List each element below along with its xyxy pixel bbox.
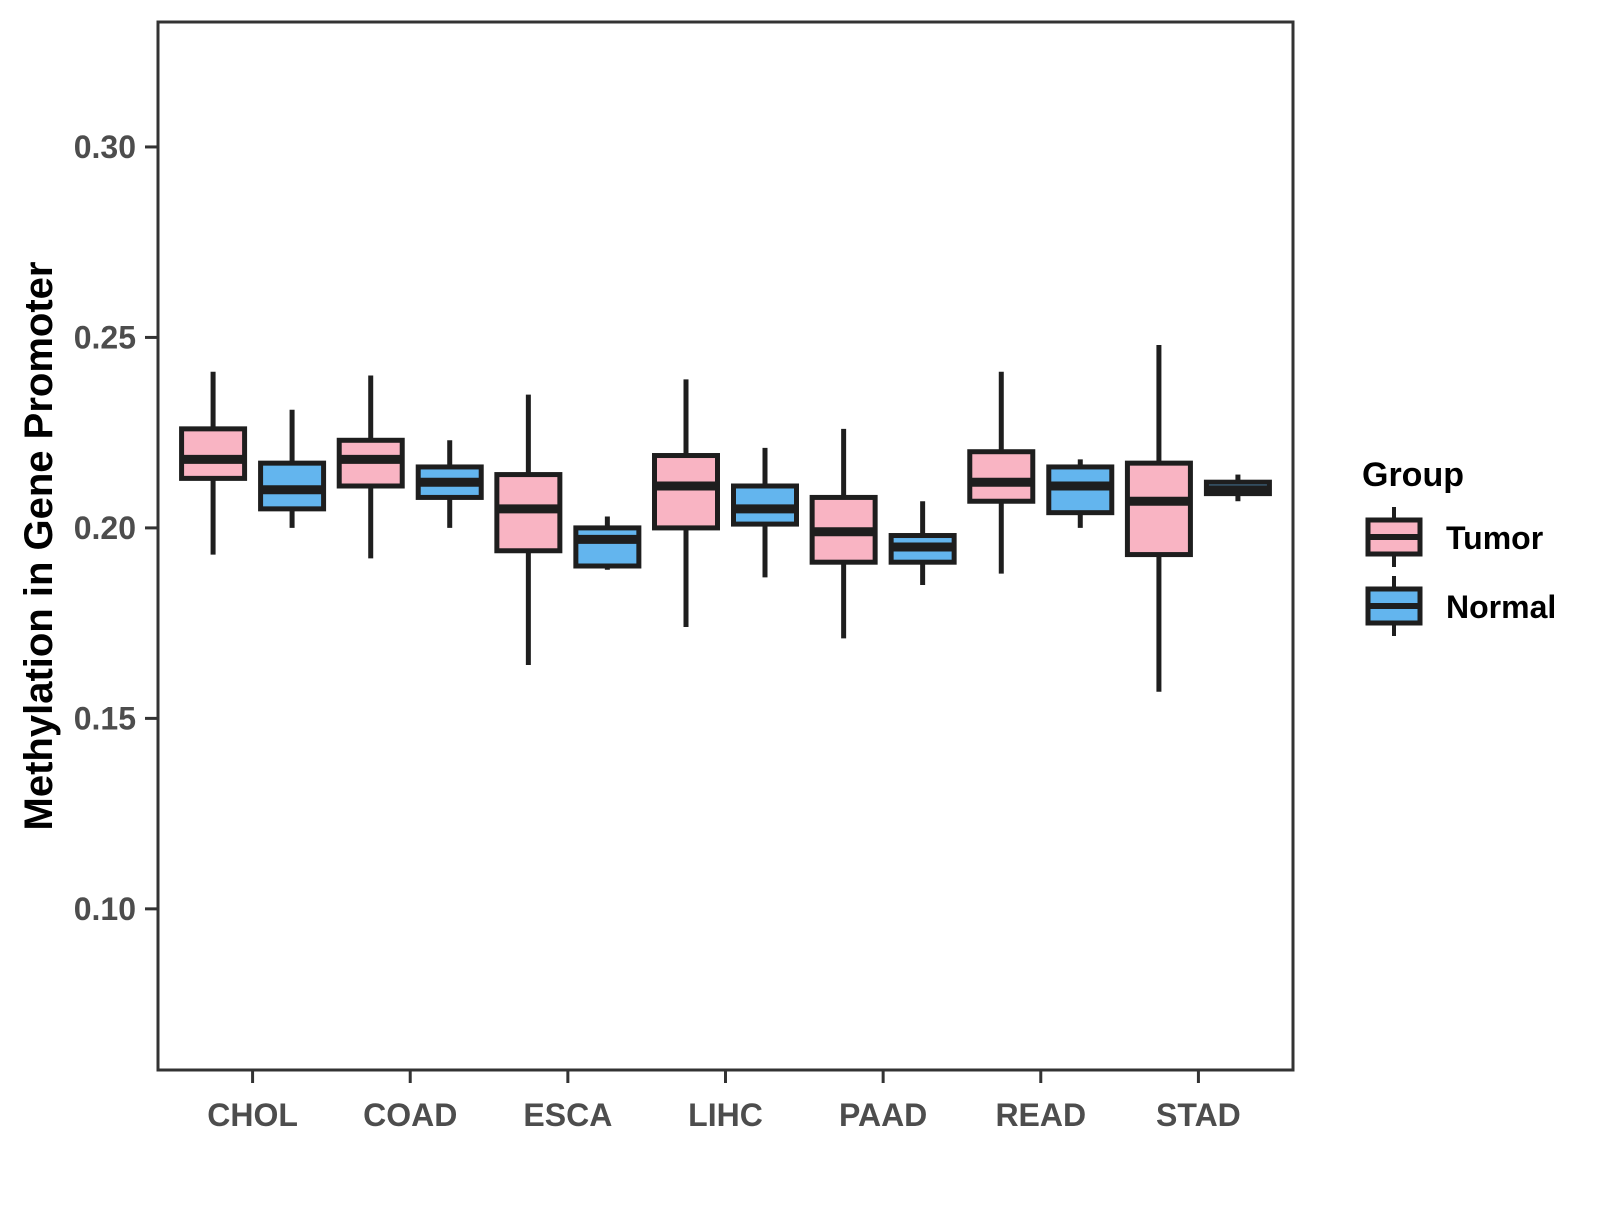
y-tick-label: 0.15 <box>74 701 136 737</box>
iqr-box <box>179 426 248 481</box>
x-category-label: COAD <box>363 1097 457 1133</box>
y-tick-label: 0.25 <box>74 320 136 356</box>
boxplot-tumor-stad <box>1124 345 1193 692</box>
boxplot-normal-read <box>1046 459 1115 528</box>
iqr-box <box>573 525 642 569</box>
boxplot-tumor-coad <box>336 375 405 559</box>
boxplot-normal-chol <box>258 409 327 528</box>
iqr-box <box>1124 460 1193 558</box>
boxplot-normal-esca <box>573 516 642 570</box>
plot-panel <box>156 20 1295 1072</box>
x-category-label: STAD <box>1156 1097 1241 1133</box>
boxplot-tumor-read <box>967 371 1036 574</box>
x-category-label: LIHC <box>688 1097 763 1133</box>
y-axis-title: Methylation in Gene Promoter <box>17 262 61 831</box>
boxplot-tumor-paad <box>809 428 878 639</box>
legend: Group Tumor Normal <box>1362 456 1556 636</box>
boxes <box>179 345 1272 692</box>
boxplot-normal-stad <box>1203 474 1272 502</box>
boxplot-tumor-esca <box>494 394 563 666</box>
legend-entry-normal: Normal <box>1365 576 1556 636</box>
boxplot-tumor-chol <box>179 371 248 555</box>
legend-title: Group <box>1362 456 1464 494</box>
boxplot-normal-lihc <box>731 447 799 578</box>
boxplot-normal-coad <box>415 440 484 528</box>
x-category-label: READ <box>995 1097 1086 1133</box>
legend-entry-label: Tumor <box>1446 520 1543 556</box>
y-tick-label: 0.30 <box>74 129 136 165</box>
iqr-box <box>967 449 1036 504</box>
x-category-label: ESCA <box>523 1097 612 1133</box>
x-category-label: PAAD <box>839 1097 927 1133</box>
y-tick-label: 0.10 <box>74 891 136 927</box>
iqr-box <box>652 453 720 531</box>
x-category-label: CHOL <box>207 1097 298 1133</box>
legend-entries: Tumor Normal <box>1365 507 1556 636</box>
y-tick-label: 0.20 <box>74 510 136 546</box>
legend-entry-tumor: Tumor <box>1365 507 1543 567</box>
axes: 0.10 0.15 0.20 0.25 0.30 CHOL COAD ESCA LIHC PAAD… <box>74 129 1241 1133</box>
boxplot-normal-paad <box>888 501 957 586</box>
legend-entry-label: Normal <box>1446 589 1556 625</box>
boxplot-tumor-lihc <box>652 379 720 627</box>
